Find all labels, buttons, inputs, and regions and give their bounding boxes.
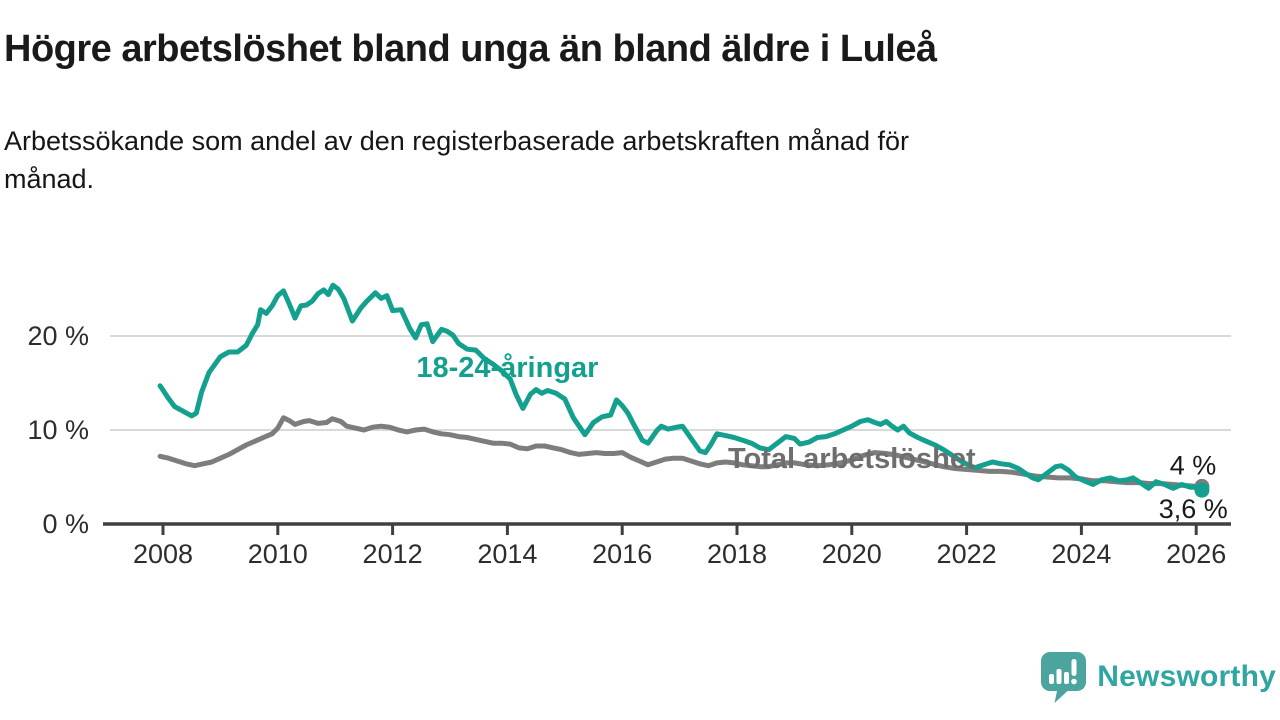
x-tick-label: 2018 [707, 539, 767, 569]
x-tick-label: 2020 [822, 539, 882, 569]
x-tick-label: 2016 [592, 539, 652, 569]
value-annotation: 3,6 % [1159, 494, 1228, 524]
x-tick-label: 2008 [133, 539, 193, 569]
value-annotation: 4 % [1170, 451, 1217, 481]
x-tick-label: 2012 [363, 539, 423, 569]
subtitle-line-1: Arbetssökande som andel av den registerb… [4, 126, 910, 156]
series-label: Total arbetslöshet [728, 443, 976, 475]
x-tick-label: 2026 [1166, 539, 1226, 569]
newsworthy-logo-icon [1041, 652, 1087, 703]
subtitle-line-2: månad. [4, 164, 95, 194]
speech-bubble-shape [1041, 652, 1087, 703]
bar-chart-exclamation-glyph [1049, 659, 1078, 685]
x-tick-label: 2014 [477, 539, 537, 569]
series-label: 18-24-åringar [416, 352, 598, 384]
series-end-dot [1194, 482, 1210, 498]
chart-subtitle: Arbetssökande som andel av den registerb… [4, 122, 1224, 198]
x-tick-label: 2024 [1051, 539, 1111, 569]
x-tick-label: 2010 [248, 539, 308, 569]
series-line-18-24-ringar [157, 282, 1205, 493]
y-tick-label: 20 % [27, 321, 89, 351]
y-tick-label: 0 % [42, 509, 89, 539]
x-tick-label: 2022 [937, 539, 997, 569]
series-line-total-arbetsl-shet [157, 415, 1205, 489]
brand-footer: Newsworthy [1040, 650, 1276, 704]
brand-name: Newsworthy [1097, 660, 1276, 693]
page-title: Högre arbetslöshet bland unga än bland ä… [4, 28, 937, 70]
y-tick-label: 10 % [27, 415, 89, 445]
